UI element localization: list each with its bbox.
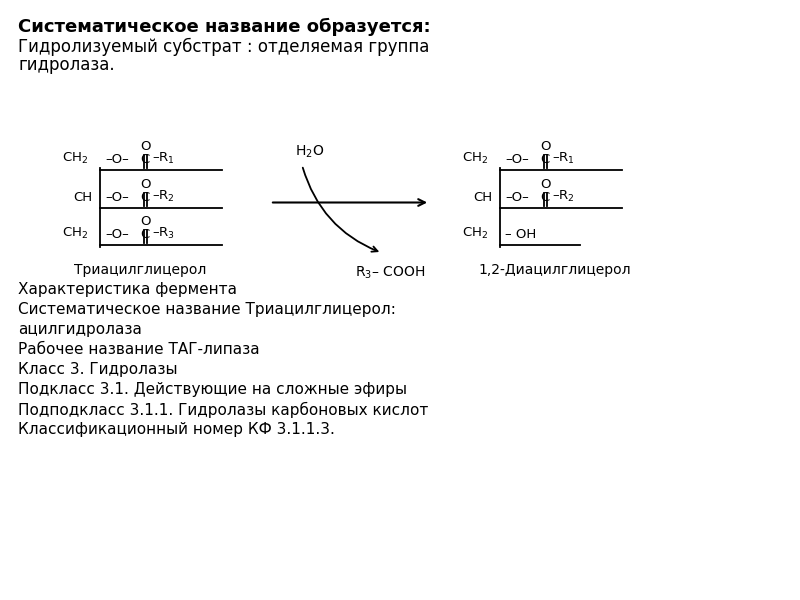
Text: –O–: –O– [105,153,129,166]
Text: –O–: –O– [105,228,129,241]
Text: Класс 3. Гидролазы: Класс 3. Гидролазы [18,362,178,377]
Text: C: C [140,191,150,204]
Text: R$_3$– COOH: R$_3$– COOH [355,265,426,281]
Text: –R$_2$: –R$_2$ [552,189,575,204]
Text: O: O [140,215,150,228]
FancyArrowPatch shape [302,167,378,251]
Text: –R$_1$: –R$_1$ [552,151,575,166]
Text: C: C [140,153,150,166]
Text: C: C [540,153,550,166]
Text: Систематическое название образуется:: Систематическое название образуется: [18,18,430,36]
Text: –O–: –O– [505,153,529,166]
Text: CH$_2$: CH$_2$ [462,226,488,241]
Text: CH: CH [73,191,92,204]
Text: Подподкласс 3.1.1. Гидролазы карбоновых кислот: Подподкласс 3.1.1. Гидролазы карбоновых … [18,402,428,418]
Text: Рабочее название ТАГ-липаза: Рабочее название ТАГ-липаза [18,342,260,357]
Text: –R$_3$: –R$_3$ [152,226,175,241]
Text: – OH: – OH [505,228,536,241]
Text: O: O [540,178,550,191]
Text: O: O [140,178,150,191]
Text: гидролаза.: гидролаза. [18,56,114,74]
Text: CH: CH [473,191,492,204]
Text: CH$_2$: CH$_2$ [62,226,88,241]
Text: Триацилглицерол: Триацилглицерол [74,263,206,277]
Text: H$_2$O: H$_2$O [295,143,324,160]
Text: 1,2-Диацилглицерол: 1,2-Диацилглицерол [478,263,631,277]
Text: Гидролизуемый субстрат : отделяемая группа: Гидролизуемый субстрат : отделяемая груп… [18,38,430,56]
Text: ацилгидролаза: ацилгидролаза [18,322,142,337]
Text: C: C [140,228,150,241]
Text: Классификационный номер КФ 3.1.1.3.: Классификационный номер КФ 3.1.1.3. [18,422,335,437]
Text: C: C [540,191,550,204]
Text: –R$_2$: –R$_2$ [152,189,175,204]
Text: –O–: –O– [505,191,529,204]
Text: Систематическое название Триацилглицерол:: Систематическое название Триацилглицерол… [18,302,396,317]
Text: CH$_2$: CH$_2$ [462,151,488,166]
Text: CH$_2$: CH$_2$ [62,151,88,166]
Text: O: O [140,140,150,153]
Text: –O–: –O– [105,191,129,204]
Text: Подкласс 3.1. Действующие на сложные эфиры: Подкласс 3.1. Действующие на сложные эфи… [18,382,407,397]
Text: Характеристика фермента: Характеристика фермента [18,282,237,297]
Text: O: O [540,140,550,153]
Text: –R$_1$: –R$_1$ [152,151,175,166]
